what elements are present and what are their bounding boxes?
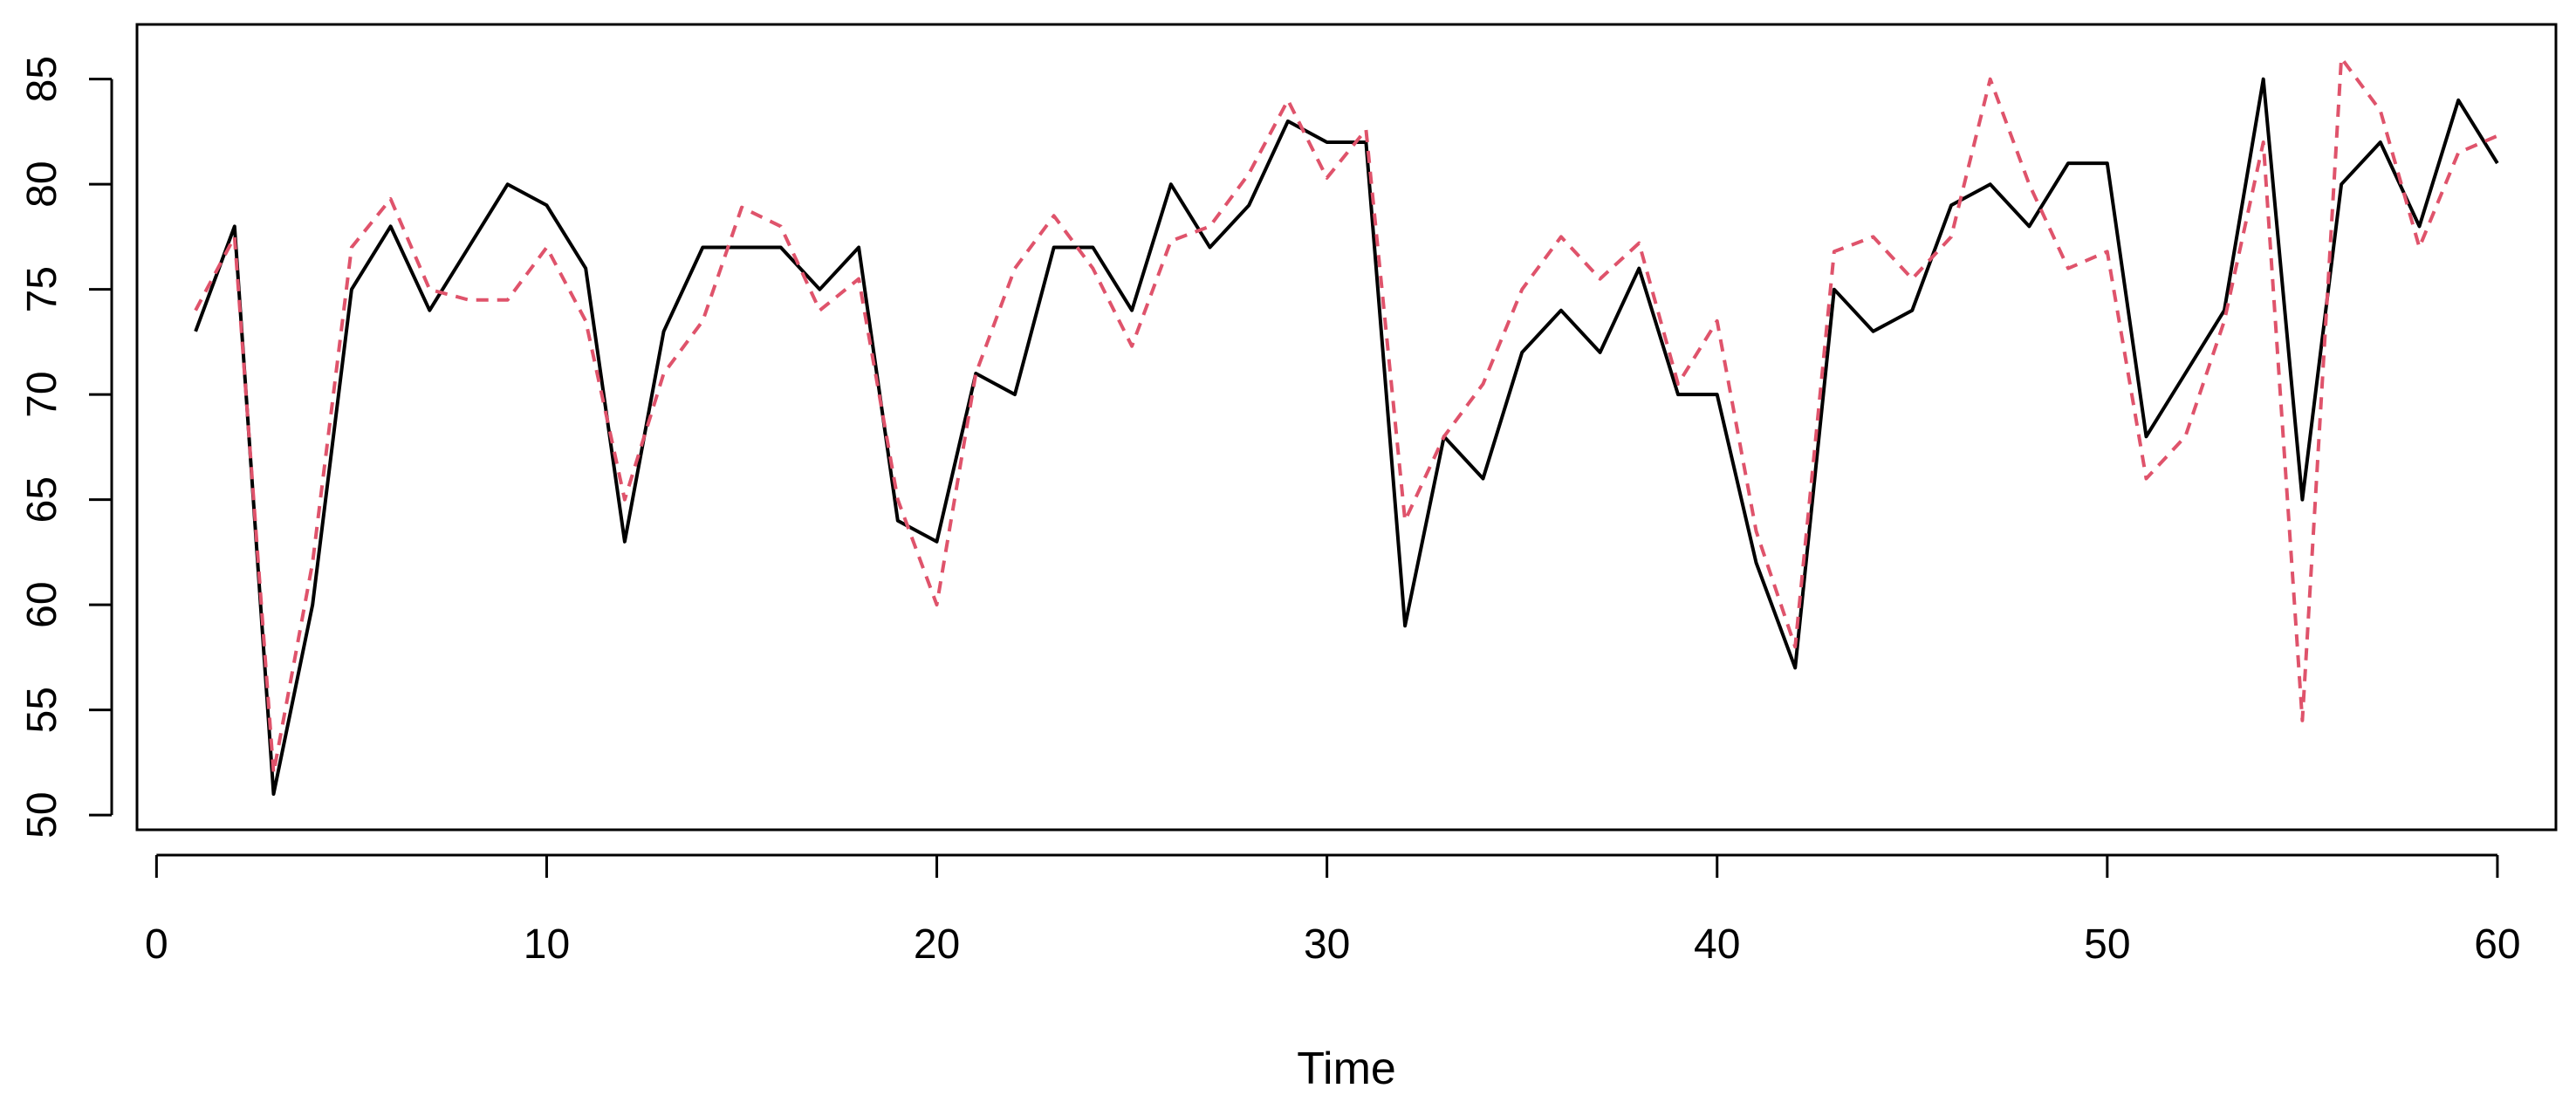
x-tick-label: 0	[145, 921, 168, 968]
x-axis-title: Time	[1297, 1044, 1396, 1094]
x-tick-label: 30	[1304, 921, 1350, 968]
y-tick-label: 70	[19, 371, 65, 417]
x-tick-label: 60	[2474, 921, 2520, 968]
x-tick-label: 20	[914, 921, 960, 968]
series-layer	[194, 56, 2499, 796]
plot-frame	[135, 23, 2558, 832]
y-axis: 50 55 60 65 70 75 80 85	[19, 56, 113, 839]
x-tick-label: 50	[2084, 921, 2130, 968]
y-tick-label: 75	[19, 266, 65, 312]
y-tick-label: 50	[19, 791, 65, 838]
y-tick-label: 85	[19, 56, 65, 102]
y-tick-label: 55	[19, 687, 65, 733]
y-tick-label: 80	[19, 161, 65, 207]
x-tick-label: 10	[524, 921, 570, 968]
series-solid-line	[194, 77, 2499, 796]
y-tick-label: 65	[19, 476, 65, 523]
x-axis: 0 10 20 30 40 50 60	[145, 853, 2521, 968]
series-dashed-line	[194, 56, 2498, 775]
y-tick-label: 60	[19, 581, 65, 627]
x-tick-label: 40	[1694, 921, 1740, 968]
